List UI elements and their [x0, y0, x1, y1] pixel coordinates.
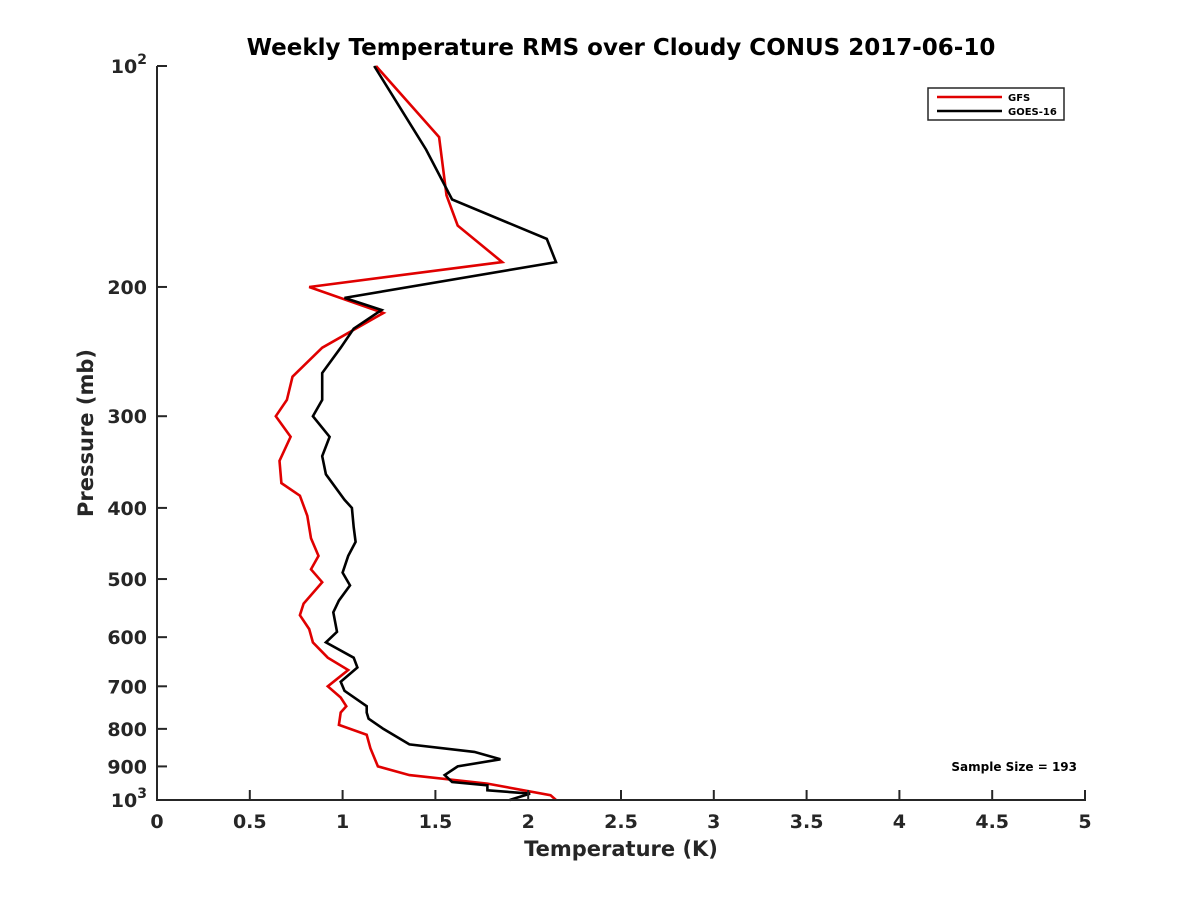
- x-tick-label: 0.5: [233, 811, 267, 833]
- series-line-gfs: [274, 65, 557, 801]
- y-tick-label: 700: [107, 676, 147, 698]
- x-axis-ticks: 0 0.5 1 1.5 2 2.5 3 3.5 4 4.5 5: [150, 790, 1092, 833]
- y-axis-label: Pressure (mb): [74, 349, 98, 517]
- y-tick-label: 200: [107, 277, 147, 299]
- y-tick-label: 600: [107, 627, 147, 649]
- x-tick-label: 2.5: [604, 811, 638, 833]
- x-tick-label: 4: [893, 811, 906, 833]
- y-tick-label: 800: [107, 719, 147, 741]
- x-tick-label: 3.5: [790, 811, 824, 833]
- legend: GFS GOES-16: [927, 87, 1065, 121]
- y-axis-ticks: 102 200 300 400 500 600 700 800 900 103: [107, 52, 167, 812]
- chart-title: Weekly Temperature RMS over Cloudy CONUS…: [247, 35, 996, 61]
- series-line-goes-16: [311, 65, 558, 802]
- x-tick-label: 4.5: [975, 811, 1009, 833]
- x-tick-label: 5: [1078, 811, 1091, 833]
- x-tick-label: 1.5: [419, 811, 453, 833]
- x-tick-label: 3: [707, 811, 720, 833]
- x-tick-label: 2: [522, 811, 535, 833]
- x-axis-label: Temperature (K): [524, 837, 718, 861]
- legend-box: [927, 87, 1065, 121]
- y-tick-label: 900: [107, 756, 147, 778]
- y-tick-label: 103: [111, 786, 147, 812]
- sample-size-annotation: Sample Size = 193: [951, 760, 1077, 774]
- plot-area: [156, 65, 1086, 802]
- x-tick-label: 1: [336, 811, 349, 833]
- y-tick-label: 500: [107, 569, 147, 591]
- x-tick-label: 0: [150, 811, 163, 833]
- y-tick-label: 400: [107, 498, 147, 520]
- y-tick-label: 102: [111, 52, 147, 78]
- y-tick-label: 300: [107, 406, 147, 428]
- legend-label-gfs: GFS: [1008, 93, 1030, 104]
- legend-label-goes-16: GOES-16: [1008, 107, 1057, 118]
